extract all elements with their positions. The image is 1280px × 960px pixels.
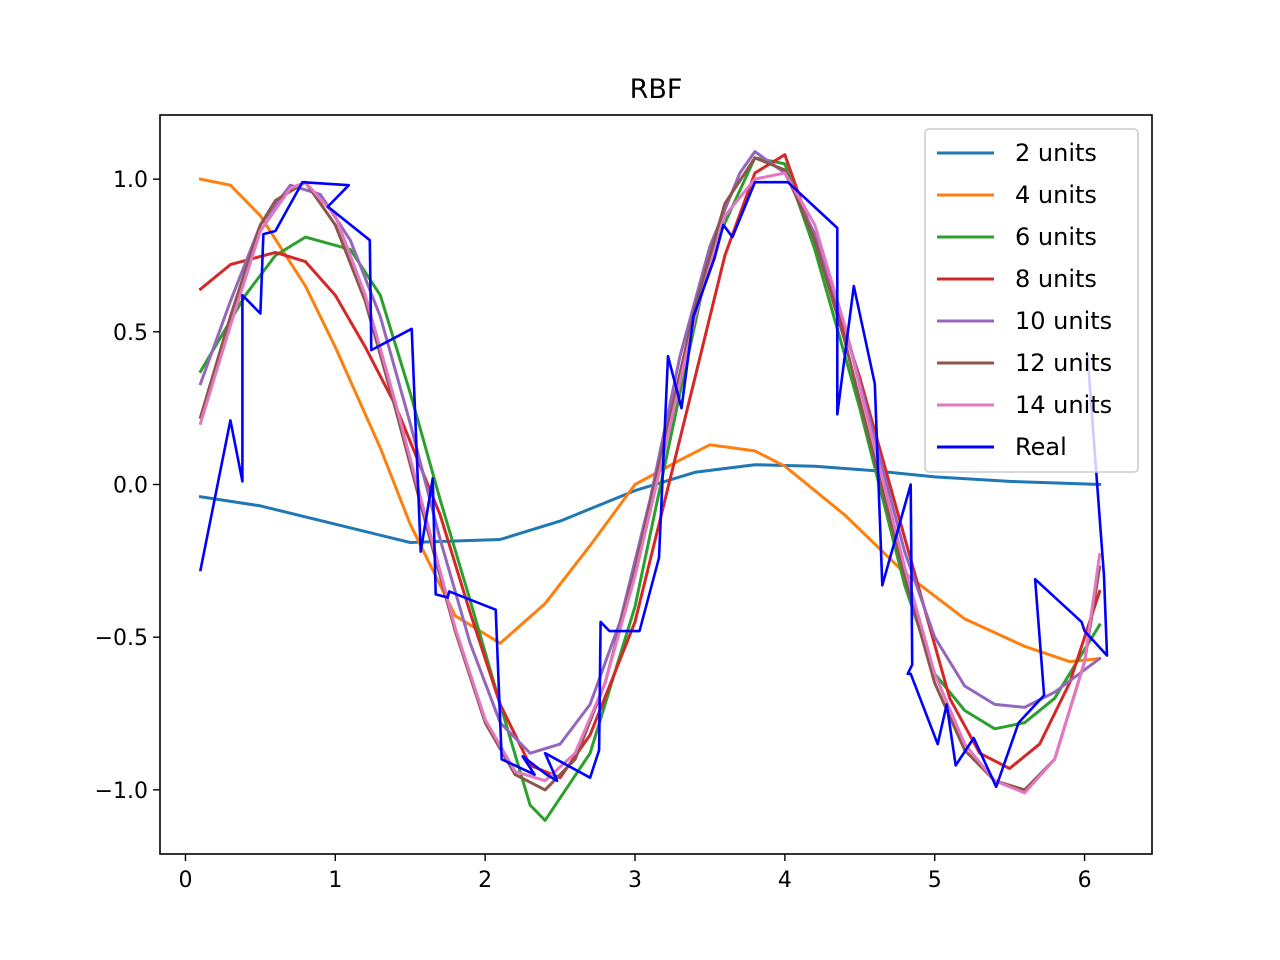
x-tick-label: 3 xyxy=(628,868,642,893)
y-tick-label: 1.0 xyxy=(113,168,148,193)
y-tick-label: 0.5 xyxy=(113,321,148,346)
series-line-12-units xyxy=(198,156,1102,792)
y-tick-label: 0.0 xyxy=(113,474,148,499)
legend-label-12-units: 12 units xyxy=(1015,349,1112,377)
legend-label-real: Real xyxy=(1015,433,1067,461)
series-layer xyxy=(198,150,1109,822)
y-tick-label: −1.0 xyxy=(95,779,148,804)
plot-frame xyxy=(159,114,1153,855)
series-line-4-units xyxy=(198,177,1102,664)
y-tick-label: −0.5 xyxy=(95,626,148,651)
x-tick-label: 0 xyxy=(178,868,192,893)
x-tick-label: 1 xyxy=(328,868,342,893)
y-axis: −1.0 −0.5 0.0 0.5 1.0 xyxy=(95,168,160,804)
series-line-real xyxy=(198,180,1109,789)
legend-label-2-units: 2 units xyxy=(1015,139,1097,167)
x-tick-label: 2 xyxy=(478,868,492,893)
legend-label-6-units: 6 units xyxy=(1015,223,1097,251)
x-tick-label: 5 xyxy=(928,868,942,893)
series-line-14-units xyxy=(198,171,1102,795)
x-axis: 0 1 2 3 4 5 6 xyxy=(178,854,1092,893)
series-line-8-units xyxy=(198,153,1102,780)
legend-label-4-units: 4 units xyxy=(1015,181,1097,209)
legend: 2 units 4 units 6 units 8 units 10 units 12 u… xyxy=(924,128,1139,473)
legend-label-10-units: 10 units xyxy=(1015,307,1112,335)
series-line-2-units xyxy=(198,463,1102,544)
legend-label-14-units: 14 units xyxy=(1015,391,1112,419)
legend-box xyxy=(924,128,1139,473)
x-tick-label: 4 xyxy=(778,868,792,893)
chart-title: RBF xyxy=(630,74,683,105)
legend-label-8-units: 8 units xyxy=(1015,265,1097,293)
x-tick-label: 6 xyxy=(1078,868,1092,893)
